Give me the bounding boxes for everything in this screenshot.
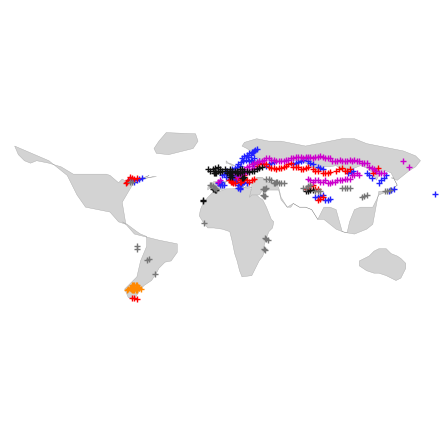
Polygon shape xyxy=(226,161,235,165)
Polygon shape xyxy=(359,249,406,281)
Polygon shape xyxy=(154,132,198,154)
Polygon shape xyxy=(242,139,421,234)
Polygon shape xyxy=(199,187,274,277)
Polygon shape xyxy=(208,178,271,190)
Polygon shape xyxy=(15,146,157,224)
Polygon shape xyxy=(122,222,177,299)
